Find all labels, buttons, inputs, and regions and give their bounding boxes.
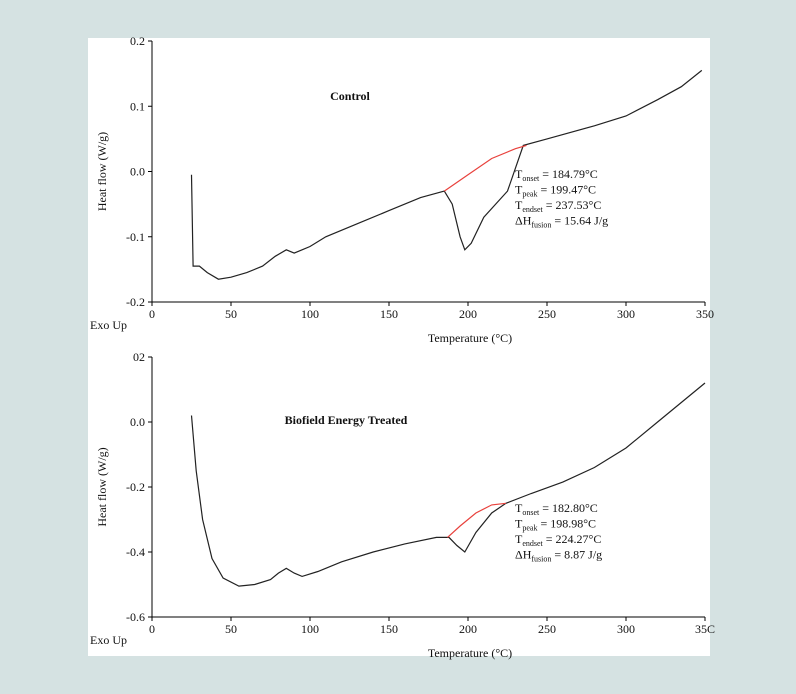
curve <box>443 144 527 192</box>
x-tick-label: 35C <box>695 622 715 636</box>
annotation-value: = 199.47°C <box>537 183 596 197</box>
annotation-subscript: endset <box>522 539 543 548</box>
y-tick-label: -0.1 <box>126 230 145 244</box>
x-tick-label: 50 <box>225 307 237 321</box>
annotation-symbol: ΔH <box>515 214 532 228</box>
annotation-value: = 182.80°C <box>539 501 598 515</box>
annotation-value: = 198.98°C <box>537 517 596 531</box>
annotation: Tonset = 184.79°C <box>515 167 598 183</box>
annotation: ΔHfusion = 8.87 J/g <box>515 548 602 564</box>
annotation-subscript: onset <box>522 174 540 183</box>
annotation-symbol: T <box>515 183 523 197</box>
x-tick-label: 250 <box>538 622 556 636</box>
y-axis-label: Heat flow (W/g) <box>95 447 109 526</box>
panel <box>88 38 710 656</box>
curve <box>190 69 703 280</box>
x-tick-label: 150 <box>380 307 398 321</box>
annotation-subscript: peak <box>522 524 537 533</box>
exo-note: Exo Up <box>90 633 127 647</box>
x-tick-label: 100 <box>301 307 319 321</box>
annotation-symbol: T <box>515 198 523 212</box>
annotation: Tpeak = 199.47°C <box>515 183 596 199</box>
annotation-value: = 237.53°C <box>543 198 602 212</box>
annotation-value: = 15.64 J/g <box>551 214 608 228</box>
x-axis-label: Temperature (°C) <box>428 646 512 660</box>
chart-title: Biofield Energy Treated <box>285 413 408 427</box>
annotation-symbol: T <box>515 167 523 181</box>
y-tick-label: -0.2 <box>126 480 145 494</box>
y-tick-label: 0.0 <box>130 415 145 429</box>
annotation: Tonset = 182.80°C <box>515 501 598 517</box>
x-axis-label: Temperature (°C) <box>428 331 512 345</box>
x-tick-label: 50 <box>225 622 237 636</box>
annotation-subscript: peak <box>522 190 537 199</box>
x-tick-label: 200 <box>459 622 477 636</box>
exo-note: Exo Up <box>90 318 127 332</box>
annotation-value: = 224.27°C <box>543 532 602 546</box>
annotation-value: = 8.87 J/g <box>551 548 602 562</box>
y-axis-label: Heat flow (W/g) <box>95 132 109 211</box>
x-tick-label: 250 <box>538 307 556 321</box>
annotation-subscript: fusion <box>531 555 551 564</box>
annotation: Tpeak = 198.98°C <box>515 517 596 533</box>
annotation-subscript: fusion <box>531 221 551 230</box>
annotation: ΔHfusion = 15.64 J/g <box>515 214 608 230</box>
x-tick-label: 350 <box>696 307 714 321</box>
y-tick-label: 02 <box>133 350 145 364</box>
y-tick-label: -0.6 <box>126 610 145 624</box>
y-tick-label: 0.0 <box>130 165 145 179</box>
x-tick-label: 200 <box>459 307 477 321</box>
annotation-symbol: T <box>515 501 523 515</box>
y-tick-label: -0.2 <box>126 295 145 309</box>
chart-title: Control <box>330 89 370 103</box>
annotation-symbol: ΔH <box>515 548 532 562</box>
annotation: Tendset = 237.53°C <box>515 198 601 214</box>
x-tick-label: 150 <box>380 622 398 636</box>
x-tick-label: 300 <box>617 307 635 321</box>
x-tick-label: 100 <box>301 622 319 636</box>
annotation-value: = 184.79°C <box>539 167 598 181</box>
y-tick-label: -0.4 <box>126 545 145 559</box>
x-tick-label: 300 <box>617 622 635 636</box>
curve <box>190 382 706 587</box>
y-tick-label: 0.1 <box>130 99 145 113</box>
annotation-symbol: T <box>515 517 523 531</box>
curve <box>447 502 506 538</box>
y-tick-label: 0.2 <box>130 34 145 48</box>
annotation-symbol: T <box>515 532 523 546</box>
annotation-subscript: endset <box>522 205 543 214</box>
x-tick-label: 0 <box>149 307 155 321</box>
x-tick-label: 0 <box>149 622 155 636</box>
annotation: Tendset = 224.27°C <box>515 532 601 548</box>
annotation-subscript: onset <box>522 508 540 517</box>
